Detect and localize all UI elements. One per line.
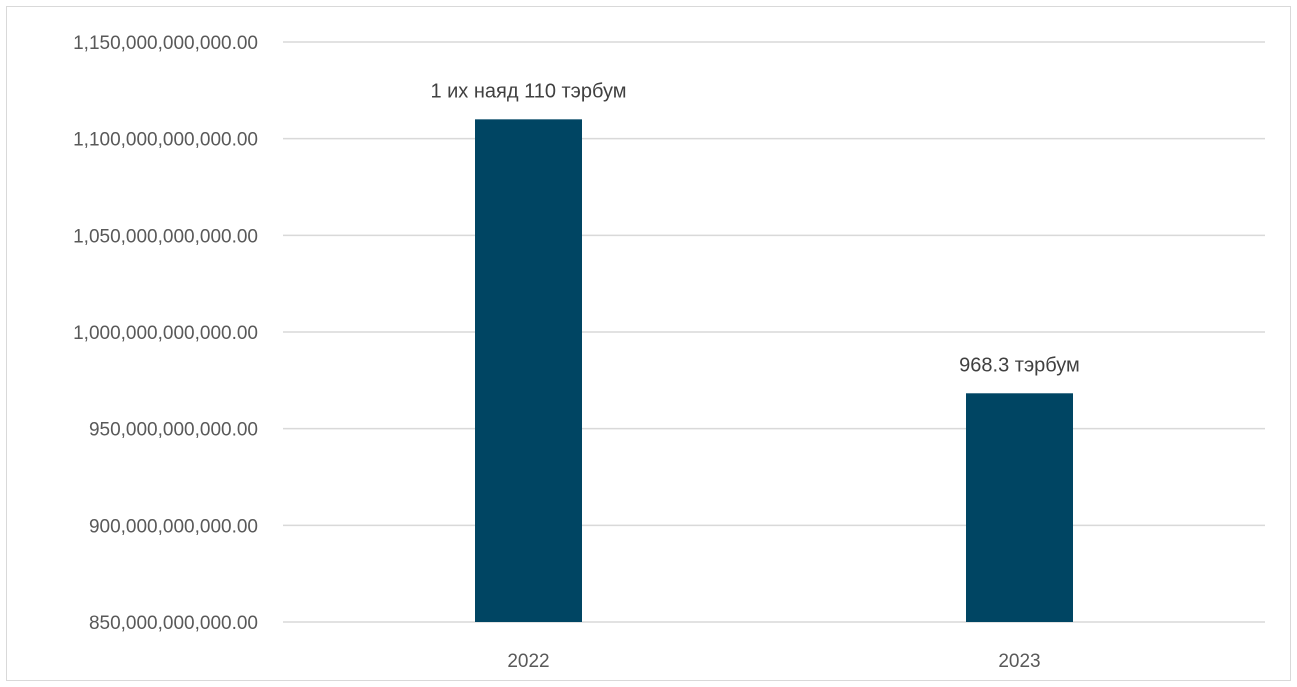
y-tick-label: 900,000,000,000.00 (89, 516, 258, 537)
y-tick-label: 1,150,000,000,000.00 (73, 33, 258, 54)
x-tick-label-2022: 2022 (507, 651, 549, 672)
bars (475, 119, 1073, 622)
x-axis-tick-labels: 2022 2023 (507, 651, 1040, 672)
data-label-2022: 1 их наяд 110 тэрбум (430, 80, 626, 102)
chart-frame (6, 6, 1291, 681)
bar-2023 (966, 393, 1073, 622)
y-tick-label: 1,050,000,000,000.00 (73, 226, 258, 247)
y-axis-tick-labels: 850,000,000,000.00 900,000,000,000.00 950,… (73, 33, 258, 634)
y-tick-label: 1,100,000,000,000.00 (73, 130, 258, 151)
y-tick-label: 1,000,000,000,000.00 (73, 323, 258, 344)
x-tick-label-2023: 2023 (998, 651, 1040, 672)
y-tick-label: 850,000,000,000.00 (89, 613, 258, 634)
data-labels: 1 их наяд 110 тэрбум 968.3 тэрбум (430, 80, 1079, 376)
gridlines (283, 41, 1265, 623)
y-tick-label: 950,000,000,000.00 (89, 420, 258, 441)
data-label-2023: 968.3 тэрбум (959, 354, 1080, 376)
bar-2022 (475, 119, 582, 622)
